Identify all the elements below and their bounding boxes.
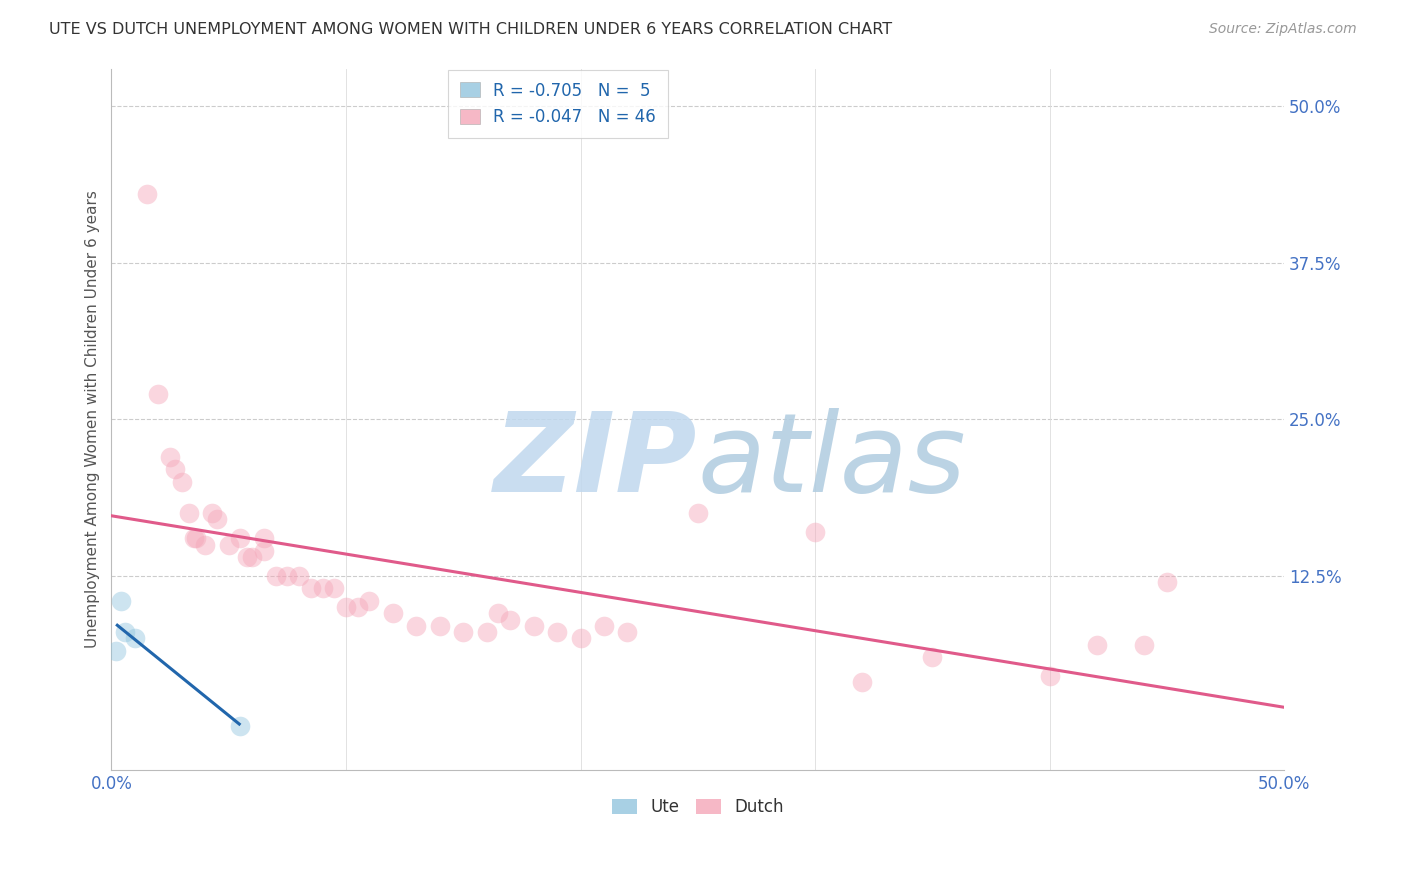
Text: Source: ZipAtlas.com: Source: ZipAtlas.com: [1209, 22, 1357, 37]
Point: [686, 506, 709, 520]
Point: [1132, 638, 1154, 652]
Point: [159, 450, 181, 464]
Point: [229, 531, 252, 545]
Point: [114, 625, 136, 640]
Point: [170, 475, 193, 489]
Point: [453, 625, 475, 640]
Point: [205, 512, 228, 526]
Point: [229, 719, 252, 733]
Point: [523, 619, 546, 633]
Point: [194, 537, 217, 551]
Point: [323, 582, 346, 596]
Y-axis label: Unemployment Among Women with Children Under 6 years: Unemployment Among Women with Children U…: [86, 190, 100, 648]
Point: [177, 506, 200, 520]
Point: [276, 569, 298, 583]
Point: [148, 387, 170, 401]
Point: [1085, 638, 1108, 652]
Point: [201, 506, 224, 520]
Point: [183, 531, 205, 545]
Point: [253, 531, 276, 545]
Point: [851, 675, 873, 690]
Point: [335, 600, 357, 615]
Point: [1156, 575, 1178, 590]
Point: [236, 549, 259, 564]
Point: [405, 619, 427, 633]
Point: [616, 625, 638, 640]
Text: atlas: atlas: [697, 408, 966, 515]
Point: [124, 632, 146, 646]
Point: [499, 613, 522, 627]
Point: [135, 186, 157, 201]
Point: [429, 619, 451, 633]
Point: [218, 537, 240, 551]
Text: ZIP: ZIP: [495, 408, 697, 515]
Point: [105, 644, 128, 658]
Point: [163, 462, 186, 476]
Point: [264, 569, 287, 583]
Text: UTE VS DUTCH UNEMPLOYMENT AMONG WOMEN WITH CHILDREN UNDER 6 YEARS CORRELATION CH: UTE VS DUTCH UNEMPLOYMENT AMONG WOMEN WI…: [49, 22, 893, 37]
Point: [359, 594, 381, 608]
Point: [346, 600, 368, 615]
Point: [921, 650, 943, 665]
Point: [253, 543, 276, 558]
Point: [475, 625, 498, 640]
Point: [311, 582, 333, 596]
Point: [569, 632, 592, 646]
Point: [488, 607, 510, 621]
Point: [381, 607, 404, 621]
Point: [240, 549, 263, 564]
Point: [299, 582, 322, 596]
Point: [593, 619, 616, 633]
Point: [110, 594, 132, 608]
Point: [804, 524, 827, 539]
Point: [184, 531, 207, 545]
Point: [288, 569, 311, 583]
Legend: Ute, Dutch: Ute, Dutch: [603, 790, 792, 825]
Point: [1039, 669, 1062, 683]
Point: [546, 625, 568, 640]
